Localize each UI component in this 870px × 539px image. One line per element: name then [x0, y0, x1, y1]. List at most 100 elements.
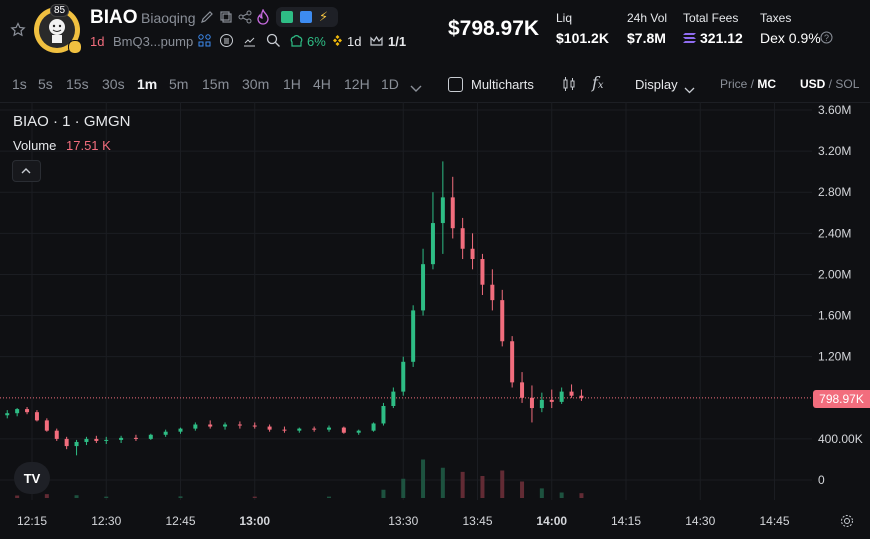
y-tick-label: 2.00M: [818, 267, 851, 281]
volume-bar: [579, 493, 584, 498]
flag-icon[interactable]: [281, 11, 293, 23]
chart-edit-icon[interactable]: [242, 33, 257, 53]
mc-option[interactable]: MC: [757, 77, 777, 91]
volume-bar: [327, 496, 331, 498]
holders-icon[interactable]: [197, 33, 212, 53]
fees-value: 321.12: [700, 30, 743, 46]
candle-body: [411, 310, 416, 362]
x-tick-label: 12:30: [91, 514, 121, 528]
crown-icon: [369, 33, 384, 53]
candle-body: [15, 409, 20, 414]
y-tick-label: 0: [818, 473, 825, 487]
candle-body: [480, 259, 485, 285]
multicharts-label[interactable]: Multicharts: [471, 77, 534, 92]
y-tick-label: 2.80M: [818, 185, 851, 199]
tf-30s[interactable]: 30s: [102, 76, 125, 92]
lightning-icon[interactable]: ⚡: [319, 9, 329, 24]
tradingview-logo[interactable]: TV: [14, 462, 50, 494]
tf-1d[interactable]: 1D: [381, 76, 399, 92]
volume-bar: [539, 488, 544, 498]
candle-body: [401, 361, 406, 392]
meme-face-icon: [49, 19, 65, 43]
x-tick-label: 14:15: [611, 514, 641, 528]
candle-body: [44, 420, 49, 431]
candle-body: [104, 439, 109, 441]
help-icon[interactable]: ?: [820, 31, 833, 49]
tf-12h[interactable]: 12H: [344, 76, 370, 92]
x-tick-label: 14:45: [759, 514, 789, 528]
tf-1h[interactable]: 1H: [283, 76, 301, 92]
collapse-legend-button[interactable]: [12, 160, 41, 182]
y-tick-label: 400.00K: [818, 432, 863, 446]
candle-body: [252, 425, 257, 427]
volume-bar: [401, 478, 406, 498]
liq-value: $101.2K: [556, 30, 609, 46]
candlestick-chart-svg[interactable]: 3.60M 3.20M 2.80M 2.40M 2.00M 1.60M 1.20M 400.0…: [0, 102, 870, 534]
tf-5m[interactable]: 5m: [169, 76, 189, 92]
candle-body: [510, 341, 515, 383]
share-icon[interactable]: [238, 10, 252, 29]
candle-body: [148, 434, 153, 439]
copy-icon[interactable]: [219, 10, 233, 29]
volume-bar: [178, 496, 183, 498]
chart-pair-title: BIAO · 1 · GMGN: [13, 113, 131, 130]
candle-body: [34, 412, 39, 421]
candle-body: [94, 438, 99, 441]
candle-body: [25, 409, 30, 413]
candle-body: [133, 437, 138, 439]
currency-toggle[interactable]: USD / SOL: [800, 77, 860, 91]
candle-body: [312, 428, 317, 430]
candle-body: [440, 197, 445, 224]
edit-icon[interactable]: [200, 10, 214, 29]
token-symbol: BIAO: [90, 7, 138, 28]
candle-body: [381, 406, 386, 424]
volume-bar: [74, 495, 79, 498]
sol-option[interactable]: SOL: [835, 77, 860, 91]
chart-settings-icon[interactable]: [840, 514, 854, 533]
volume-bar: [480, 476, 485, 498]
candle-body: [559, 391, 564, 402]
contract-address[interactable]: BmQ3...pump: [113, 34, 194, 49]
candle-body: [84, 438, 89, 442]
tf-4h[interactable]: 4H: [313, 76, 331, 92]
volume-bar: [500, 470, 505, 498]
fees-label: Total Fees: [683, 11, 739, 25]
price-option[interactable]: Price: [720, 77, 748, 91]
timeframe-dropdown-icon[interactable]: [410, 80, 422, 98]
vol-label: 24h Vol: [627, 11, 668, 25]
check-icon[interactable]: [300, 11, 312, 23]
volume-bar: [421, 459, 426, 498]
candle-body: [178, 428, 183, 432]
tf-15m[interactable]: 15m: [202, 76, 230, 92]
price-toggle[interactable]: Price / MC: [720, 77, 777, 91]
star-icon[interactable]: [10, 22, 26, 38]
tf-1m[interactable]: 1m: [137, 76, 158, 92]
holders-percent: 6%: [307, 34, 326, 49]
chef-hat-icon: [289, 33, 304, 53]
display-chevron-icon[interactable]: [684, 81, 695, 99]
candle-body: [282, 429, 287, 431]
indicators-icon[interactable]: fx: [592, 73, 604, 92]
candle-type-icon[interactable]: [561, 76, 577, 97]
tf-15s[interactable]: 15s: [66, 76, 89, 92]
candle-body: [391, 391, 396, 406]
volume-label: Volume: [13, 138, 57, 153]
candle-body: [356, 430, 361, 433]
multicharts-checkbox[interactable]: [448, 77, 463, 92]
menu-circle-icon[interactable]: [219, 33, 234, 53]
tf-5s[interactable]: 5s: [38, 76, 53, 92]
volume-bar: [559, 492, 564, 498]
candle-body: [450, 197, 455, 229]
candle-body: [74, 441, 79, 447]
candle-body: [5, 413, 10, 416]
candle-body: [500, 300, 505, 342]
usd-option[interactable]: USD: [800, 77, 826, 91]
search-icon[interactable]: [266, 33, 281, 53]
display-dropdown[interactable]: Display: [635, 77, 678, 92]
candle-body: [520, 382, 525, 398]
tf-1s[interactable]: 1s: [12, 76, 27, 92]
x-tick-label: 12:15: [17, 514, 47, 528]
bnb-icon: [331, 34, 344, 52]
price-chart[interactable]: 3.60M 3.20M 2.80M 2.40M 2.00M 1.60M 1.20M 400.0…: [0, 102, 870, 534]
tf-30m[interactable]: 30m: [242, 76, 270, 92]
